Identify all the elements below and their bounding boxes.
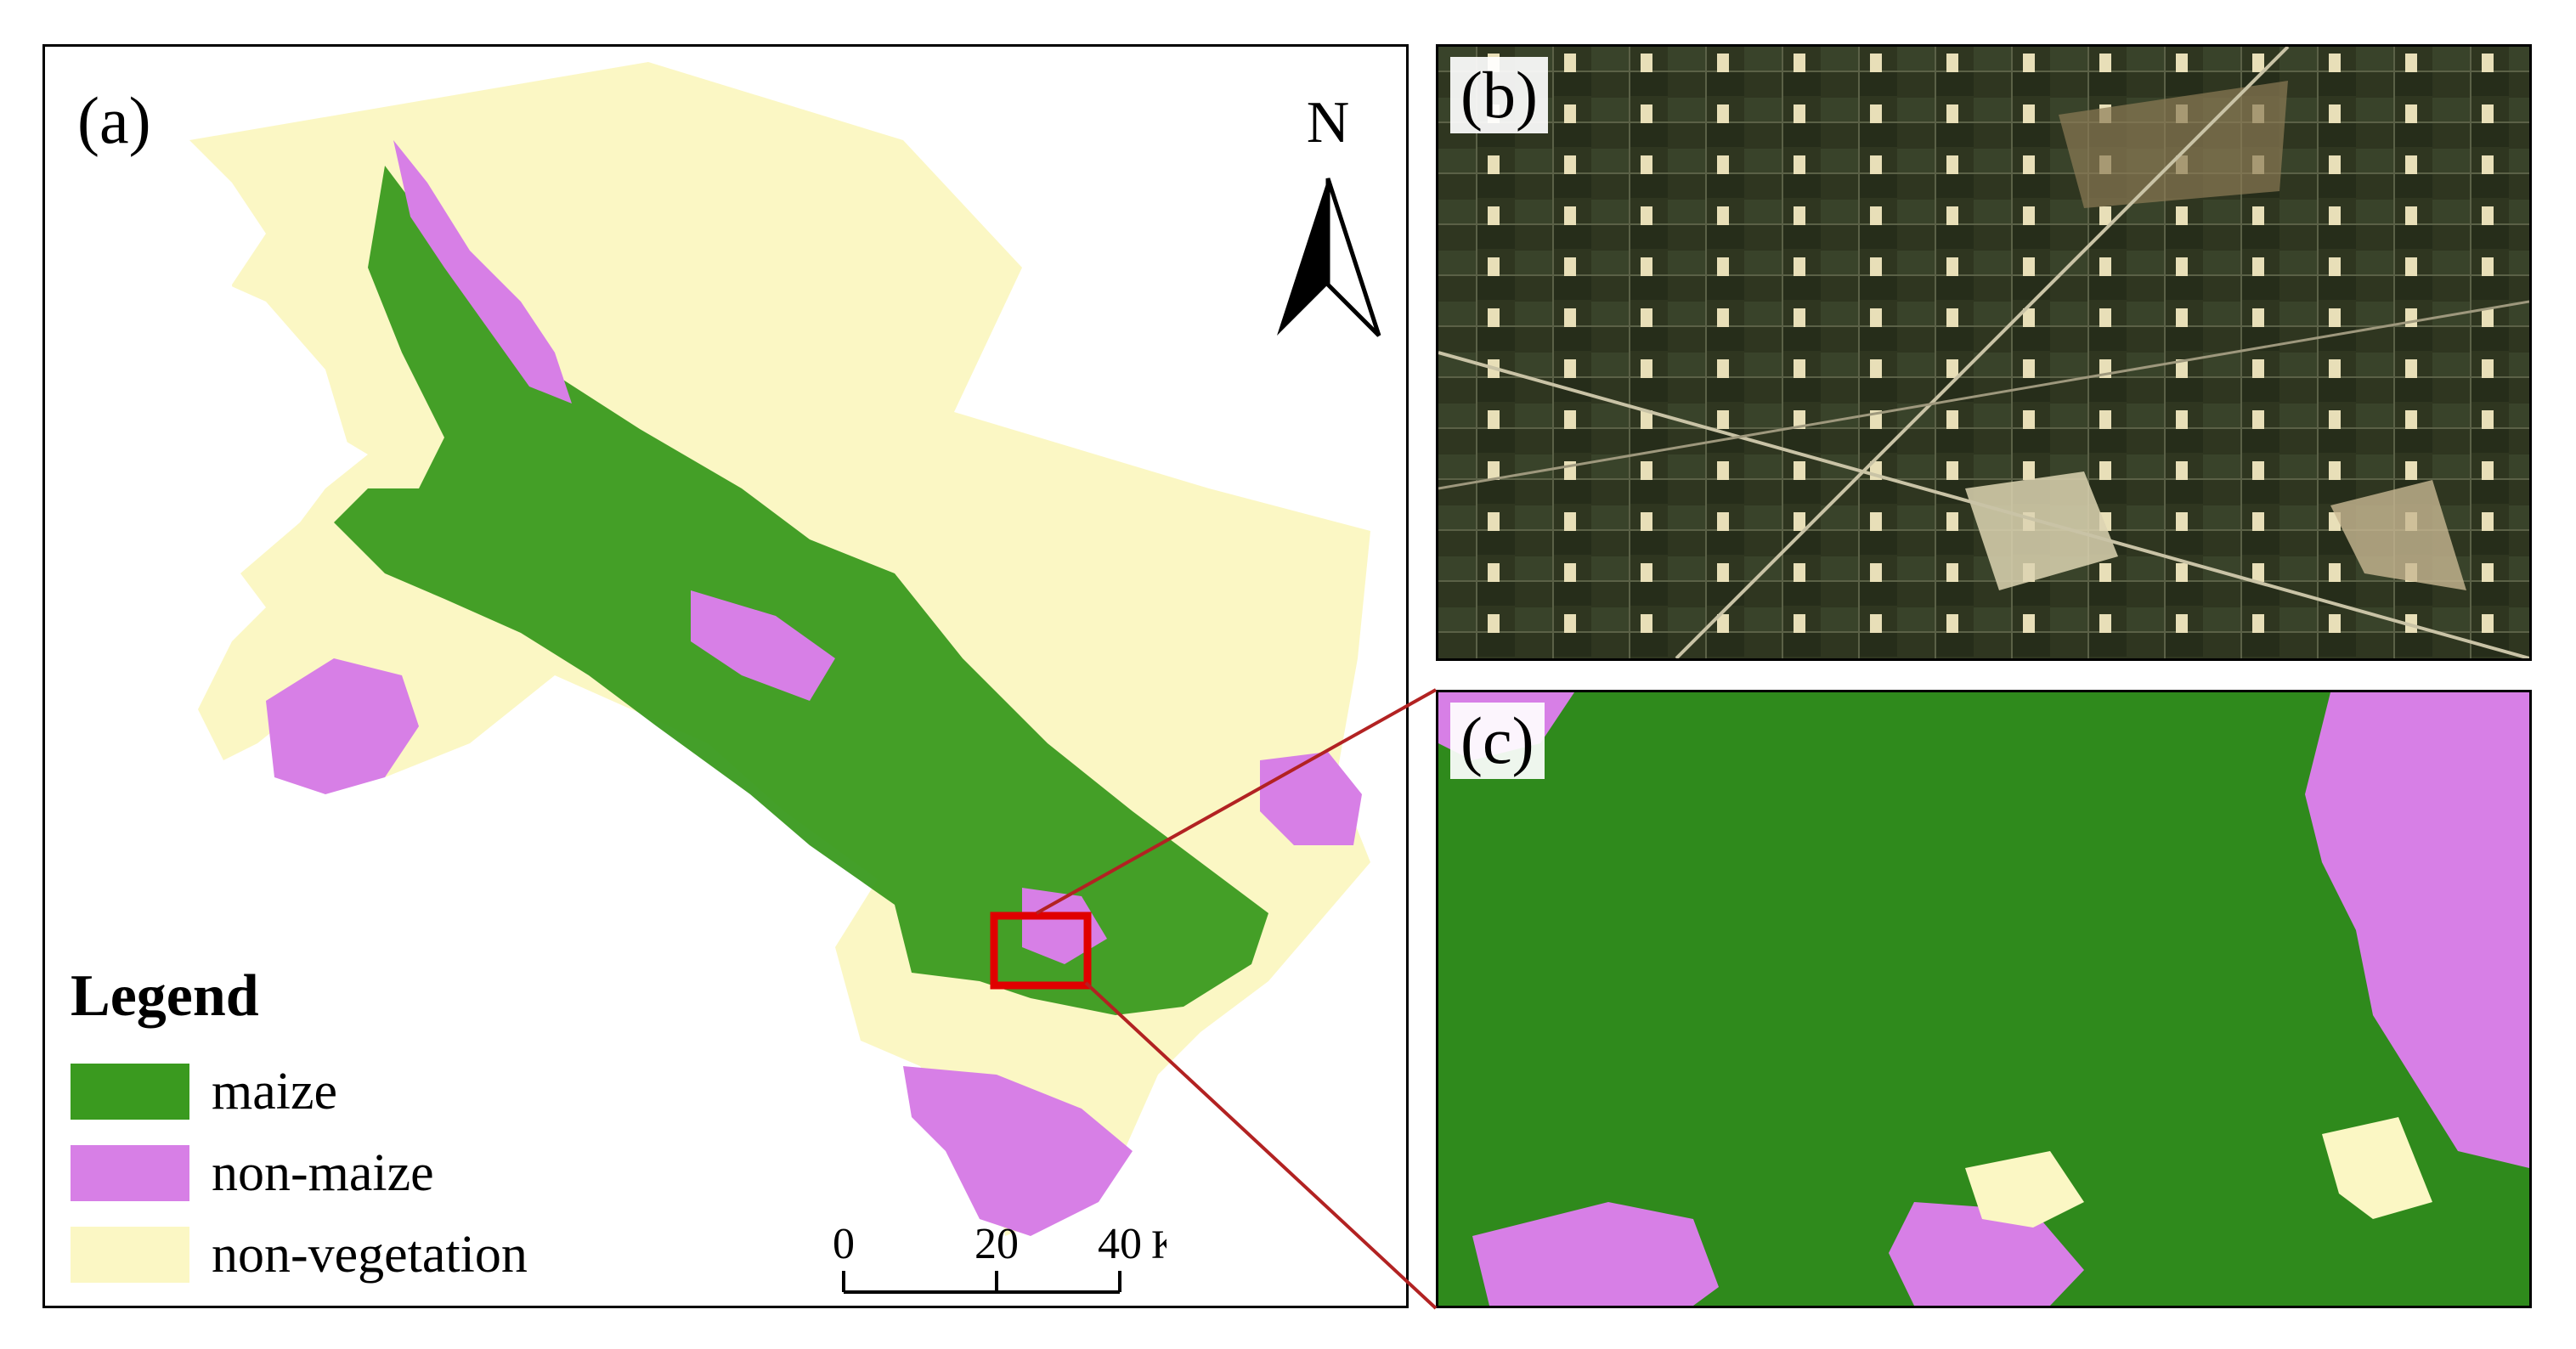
bright-built-area — [1965, 471, 2118, 590]
non-maize-patch — [266, 658, 419, 794]
non-vegetation-area — [1965, 1151, 2084, 1228]
non-maize-area — [1472, 1202, 1719, 1306]
scale-tick-40: 40 — [1098, 1220, 1142, 1268]
legend-label-non-maize: non-maize — [212, 1143, 434, 1202]
zoom-extent-box — [990, 912, 1092, 990]
legend-item-maize: maize — [71, 1054, 528, 1129]
legend-label-non-vegetation: non-vegetation — [212, 1225, 528, 1284]
maize-region — [334, 166, 1268, 1015]
panel-b-label: (b) — [1450, 57, 1548, 133]
legend-item-non-maize: non-maize — [71, 1136, 528, 1211]
road — [1438, 300, 2529, 490]
panel-a-label: (a) — [77, 83, 151, 157]
satellite-image — [1438, 47, 2529, 658]
legend-label-maize: maize — [212, 1062, 338, 1120]
outside-area — [45, 268, 351, 641]
legend-title: Legend — [71, 963, 259, 1029]
non-vegetation-swatch — [71, 1227, 189, 1283]
maize-swatch — [71, 1064, 189, 1120]
north-arrow-label: N — [1307, 90, 1350, 155]
non-maize-patch — [903, 1066, 1133, 1236]
legend: Legend maize non-maize non-vegetation — [71, 962, 528, 1299]
non-maize-area — [2305, 692, 2529, 1168]
scale-unit: Km — [1151, 1222, 1167, 1267]
north-arrow-right-half — [1325, 178, 1381, 337]
study-area-map — [45, 62, 1370, 1236]
non-maize-swatch — [71, 1145, 189, 1201]
north-arrow-left-half — [1277, 178, 1328, 336]
non-maize-patch — [393, 140, 572, 404]
scale-tick-0: 0 — [833, 1220, 855, 1268]
non-maize-area — [1889, 1202, 2084, 1306]
legend-item-non-vegetation: non-vegetation — [71, 1217, 528, 1292]
zoomed-classification-map — [1438, 692, 2529, 1306]
north-arrow: N — [1277, 90, 1381, 337]
classification-map-panel: (a) N Legend maize non-maize non-vegetat… — [42, 44, 1409, 1308]
zoomed-classification-panel: (c) — [1436, 690, 2532, 1308]
satellite-image-panel: (b) — [1436, 44, 2532, 661]
road — [1675, 47, 2290, 658]
bare-field — [2059, 81, 2288, 208]
panel-c-label: (c) — [1450, 703, 1545, 779]
scale-bar: 0 20 40 Km — [833, 1220, 1167, 1294]
scale-tick-20: 20 — [974, 1220, 1019, 1268]
bright-built-area — [2330, 480, 2466, 590]
road — [1438, 351, 2529, 658]
non-maize-patch — [691, 590, 835, 701]
non-vegetation-area — [2322, 1117, 2432, 1219]
